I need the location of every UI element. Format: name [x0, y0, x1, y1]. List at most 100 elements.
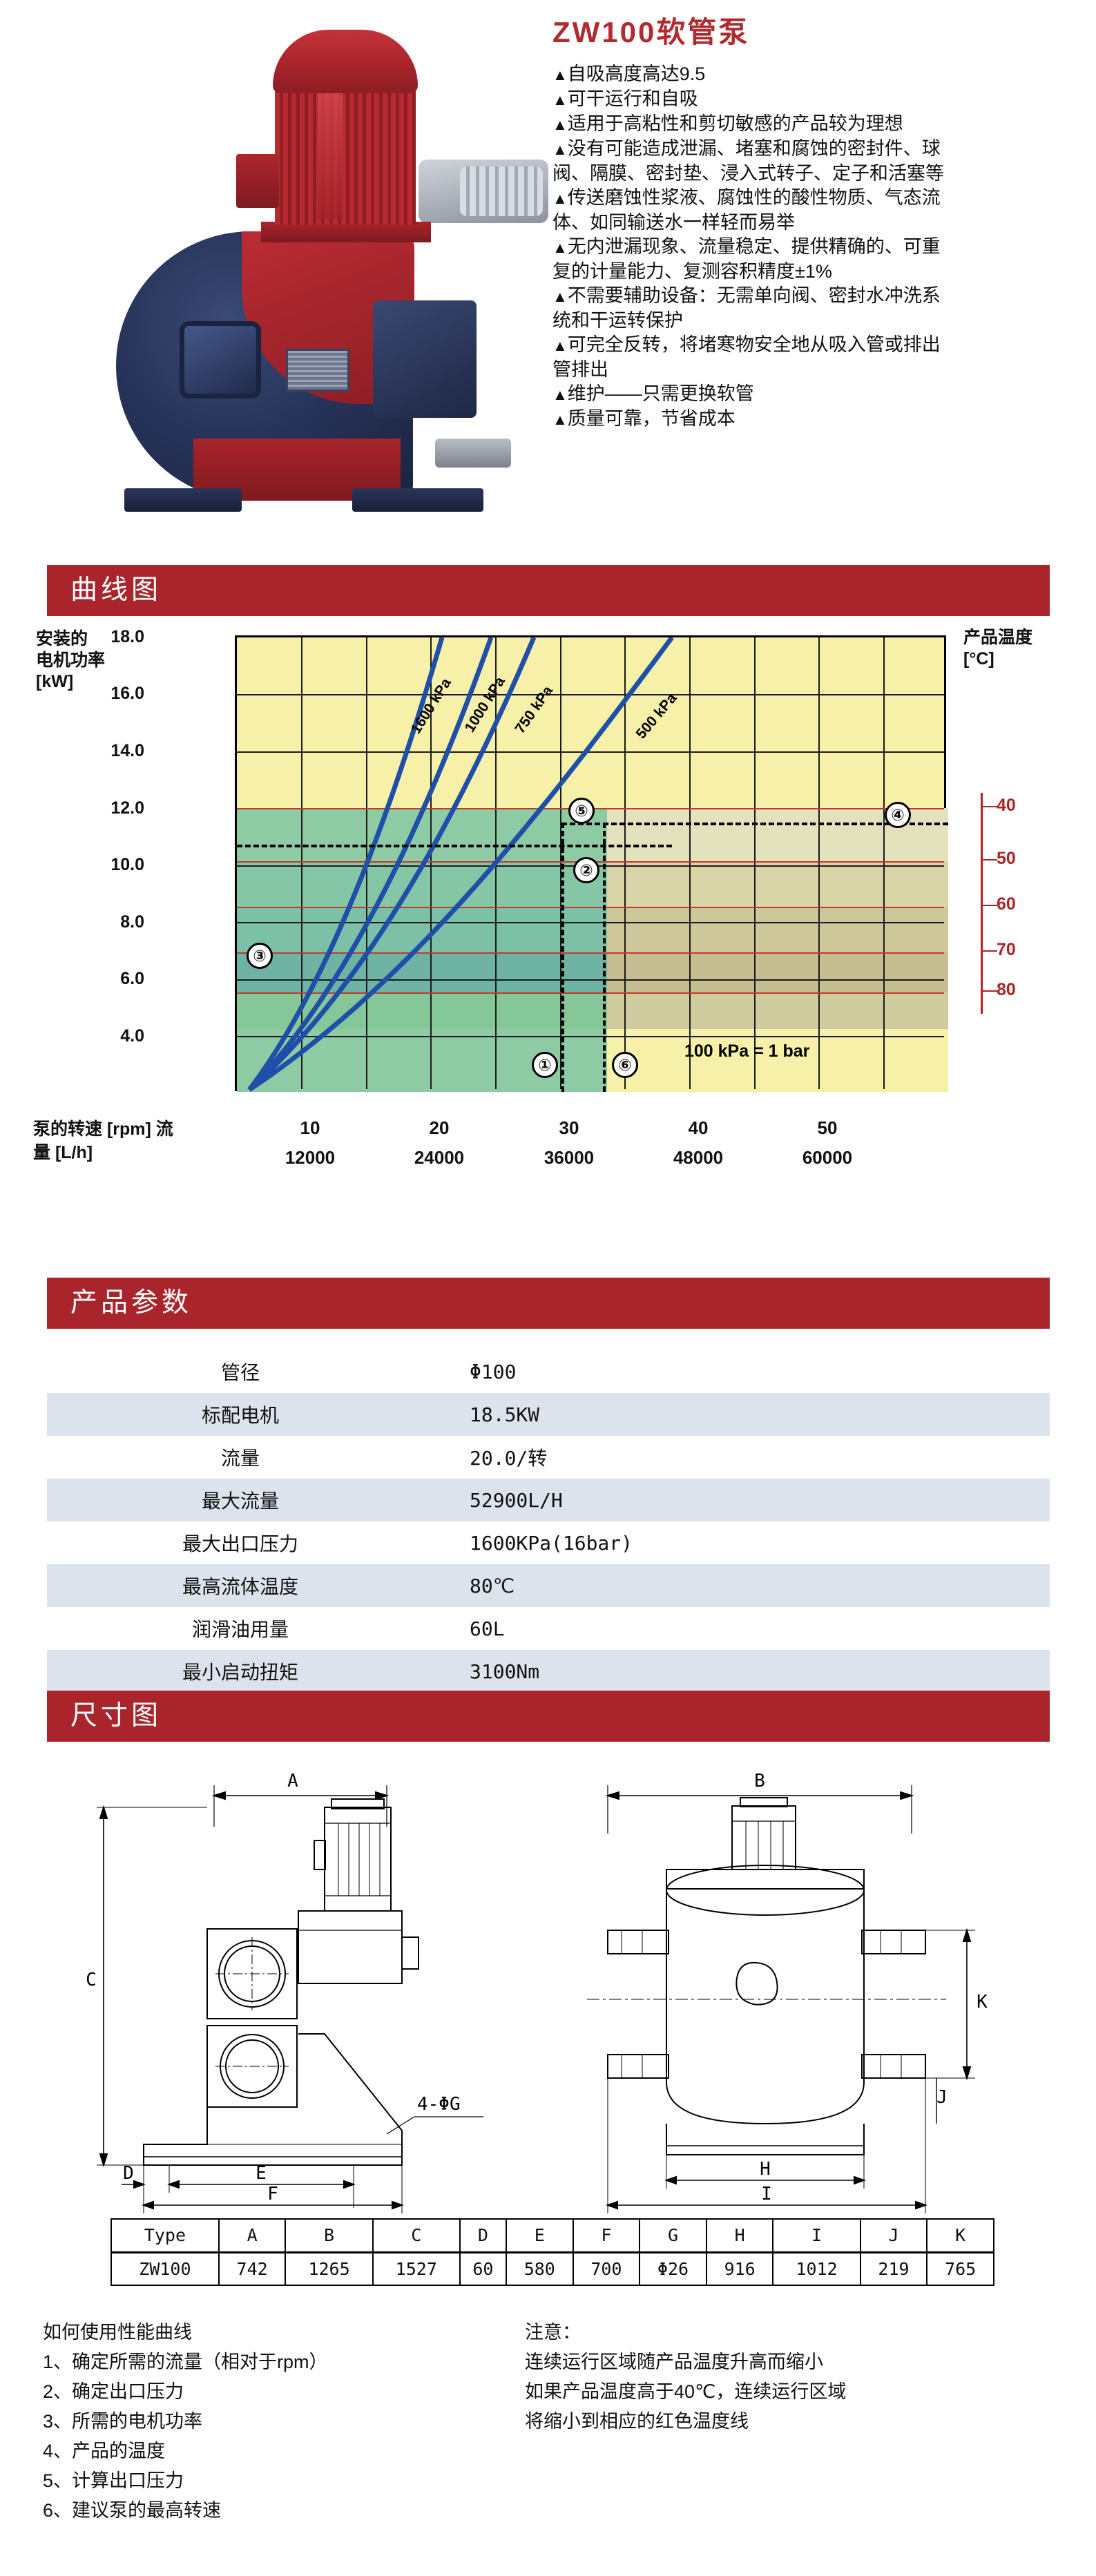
triangle-bullet-icon: ▲: [552, 116, 568, 133]
table-row: ZW100 742 1265 1527 60 580 700 Φ26 916 1…: [110, 2251, 994, 2286]
feature-text: 不需要辅助设备：无需单向阀、密封水冲洗系: [567, 285, 941, 306]
section-header-curve: 曲线图: [47, 565, 1050, 616]
temp-axis-title-line1: 产品温度: [963, 628, 1033, 647]
dim-cell: 1012: [772, 2251, 861, 2286]
feature-item: ▲传送磨蚀性浆液、腐蚀性的酸性物质、气态流: [552, 186, 1057, 211]
feature-text: 体、如同输送水一样轻而易举: [552, 212, 795, 233]
band-yellow-upper: [237, 637, 944, 808]
triangle-bullet-icon: ▲: [552, 386, 568, 403]
dim-cell: 1527: [372, 2251, 461, 2286]
dim-cell: Φ26: [639, 2251, 707, 2286]
hero-section: ZW100软管泵 ▲自吸高度高达9.5 ▲可干运行和自吸 ▲适用于高粘性和剪切敏…: [0, 0, 1096, 552]
dim-header-cell: F: [572, 2218, 641, 2253]
param-name: 标配电机: [201, 1405, 279, 1426]
chart-marker-4: ④: [885, 802, 911, 828]
guide-line-vertical-b: [603, 823, 606, 1092]
hero-text-block: ZW100软管泵 ▲自吸高度高达9.5 ▲可干运行和自吸 ▲适用于高粘性和剪切敏…: [552, 18, 1057, 432]
feature-text: 维护——只需更换软管: [567, 383, 754, 404]
y-tick-label: 10.0: [110, 855, 144, 874]
chart-marker-2: ②: [573, 857, 599, 883]
dim-cell: 219: [859, 2251, 928, 2286]
feature-item-cont: 管排出: [552, 358, 1057, 382]
chart-marker-3: ③: [247, 943, 273, 969]
svg-text:4-ΦG: 4-ΦG: [417, 2094, 461, 2115]
param-value: 1600KPa(16bar): [470, 1531, 633, 1555]
dim-cell: 765: [926, 2251, 994, 2286]
param-name: 最高流体温度: [182, 1576, 298, 1597]
drawing-side-view: A: [86, 1771, 483, 2213]
feature-text: 无内泄漏现象、流量稳定、提供精确的、可重: [567, 236, 941, 257]
dim-cell: 580: [505, 2251, 574, 2286]
guide-line-horizontal-b: [561, 823, 948, 825]
notice-title: 注意：: [525, 2322, 581, 2343]
grid-hline: [237, 922, 944, 923]
x-tick-lph: 36000: [544, 1147, 595, 1168]
temp-tick-label: 60: [997, 894, 1016, 914]
triangle-bullet-icon: ▲: [552, 91, 568, 108]
performance-curve-chart: 安装的 电机功率 [kW] 产品温度 [°C] 18.0 16.0 14.0 1…: [0, 622, 1096, 1174]
product-photo: [76, 24, 548, 528]
y-tick-label: 18.0: [110, 627, 144, 646]
x-axis-title-line2: 量 [L/h]: [33, 1143, 93, 1162]
param-value: 60L: [470, 1617, 505, 1640]
curve-750kpa: [247, 637, 537, 1092]
y-axis-title-line3: [kW]: [36, 672, 74, 691]
section-header-dimensions: 尺寸图: [47, 1691, 1050, 1742]
feature-text: 复的计量能力、复测容积精度±1%: [552, 261, 832, 282]
x-tick-rpm: 10: [300, 1117, 320, 1138]
svg-text:H: H: [760, 2159, 771, 2180]
y-tick-label: 14.0: [110, 741, 144, 760]
temp-tickmark-70: [981, 950, 997, 952]
x-tick-rpm: 20: [429, 1117, 450, 1138]
dim-header-cell: I: [772, 2218, 861, 2253]
grid-vline: [560, 637, 561, 1089]
param-value: 3100Nm: [470, 1660, 540, 1683]
x-tick-lph: 60000: [802, 1147, 853, 1168]
temp-tickmark-80: [981, 990, 997, 992]
howto-title: 如何使用性能曲线: [43, 2322, 192, 2343]
y-tick-label: 12.0: [110, 798, 144, 818]
feature-item: ▲适用于高粘性和剪切敏感的产品较为理想: [552, 112, 1057, 137]
table-row: 最大出口压力 1600KPa(16bar): [47, 1521, 1050, 1564]
howto-step: 4、产品的温度: [43, 2441, 166, 2461]
grid-vline: [430, 637, 432, 1089]
dim-header-cell: K: [926, 2218, 994, 2253]
drawing-front-view: B: [587, 1771, 988, 2213]
grid-vline: [754, 637, 756, 1089]
svg-text:B: B: [754, 1771, 765, 1791]
feature-item-cont: 阀、隔膜、密封垫、浸入式转子、定子和活塞等: [552, 162, 1057, 186]
svg-text:C: C: [86, 1970, 97, 1990]
feature-item: ▲没有可能造成泄漏、堵塞和腐蚀的密封件、球: [552, 137, 1057, 162]
triangle-bullet-icon: ▲: [552, 288, 568, 305]
feature-item: ▲自吸高度高达9.5: [552, 62, 1057, 87]
temperature-scale-bar: [981, 793, 983, 1014]
param-name: 润滑油用量: [191, 1619, 289, 1640]
x-tick-lph: 24000: [414, 1147, 465, 1168]
chart-marker-5: ⑤: [568, 798, 595, 824]
svg-text:K: K: [977, 1992, 988, 2012]
x-tick-rpm: 30: [559, 1117, 579, 1138]
svg-text:J: J: [936, 2087, 948, 2108]
guide-line-vertical-a: [561, 823, 564, 1092]
unit-conversion-note: 100 kPa = 1 bar: [684, 1041, 810, 1061]
triangle-bullet-icon: ▲: [552, 239, 568, 256]
svg-text:D: D: [123, 2163, 134, 2184]
temp-axis-title-line2: [°C]: [963, 649, 994, 669]
feature-item: ▲可干运行和自吸: [552, 87, 1057, 112]
feature-item: ▲质量可靠，节省成本: [552, 407, 1057, 432]
triangle-bullet-icon: ▲: [552, 190, 568, 207]
hose-coupling-band: [460, 166, 543, 216]
grid-vline: [624, 637, 626, 1089]
chart-plot-area: 1600 kPa 1000 kPa 750 kPa 500 kPa ① ② ③ …: [235, 635, 948, 1092]
triangle-bullet-icon: ▲: [552, 411, 568, 428]
bar-note-zone: [607, 1029, 948, 1092]
feature-text: 可干运行和自吸: [567, 88, 698, 109]
param-value: Φ100: [470, 1360, 517, 1383]
dimension-table: Type A B C D E F G H I J K ZW100 742 126…: [110, 2218, 994, 2286]
temp-line-80: [237, 992, 944, 994]
motor-base: [261, 222, 431, 242]
temperature-axis-title: 产品温度 [°C]: [963, 627, 1088, 670]
param-value: 80℃: [470, 1574, 515, 1597]
x-tick-lph: 48000: [673, 1147, 724, 1168]
dim-header-cell: D: [459, 2218, 507, 2253]
